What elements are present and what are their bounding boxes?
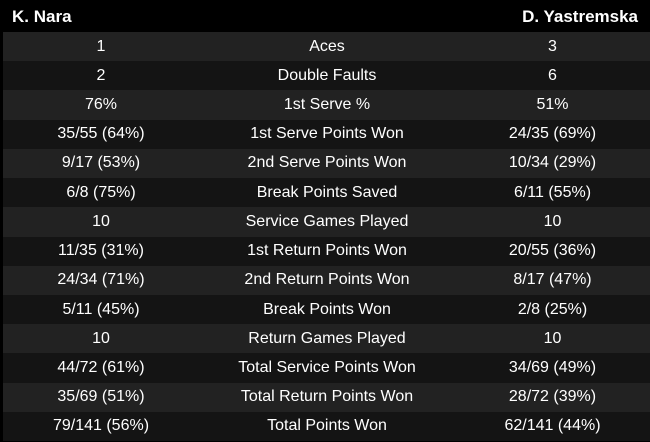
stat-label: Total Service Points Won bbox=[238, 359, 416, 377]
stat-left-value: 24/34 (71%) bbox=[57, 271, 145, 289]
stat-label: Service Games Played bbox=[245, 212, 409, 230]
stat-row-first-serve-pct: 76% 1st Serve % 51% bbox=[3, 90, 650, 120]
players-header: K. Nara D. Yastremska bbox=[0, 0, 650, 32]
stat-right-value: 28/72 (39%) bbox=[508, 388, 597, 406]
stat-label: 1st Return Points Won bbox=[247, 242, 407, 260]
stat-row-first-return-points-won: 11/35 (31%) 1st Return Points Won 20/55 … bbox=[3, 236, 650, 266]
stat-row-total-service-points-won: 44/72 (61%) Total Service Points Won 34/… bbox=[3, 353, 650, 383]
stat-row-break-points-saved: 6/8 (75%) Break Points Saved 6/11 (55%) bbox=[3, 178, 650, 208]
stat-label: 1st Serve Points Won bbox=[250, 125, 404, 143]
stat-row-aces: 1 Aces 3 bbox=[3, 32, 650, 62]
stat-row-first-serve-points-won: 35/55 (64%) 1st Serve Points Won 24/35 (… bbox=[3, 119, 650, 149]
stat-right-value: 10 bbox=[543, 329, 562, 347]
stat-label: Return Games Played bbox=[248, 329, 406, 347]
stat-right-value: 10/34 (29%) bbox=[508, 154, 597, 172]
stat-row-break-points-won: 5/11 (45%) Break Points Won 2/8 (25%) bbox=[3, 294, 650, 325]
stats-table: 1 Aces 3 2 Double Faults 6 76% 1st Serve… bbox=[3, 32, 650, 442]
stat-label: Total Return Points Won bbox=[240, 388, 414, 406]
stat-label: 2nd Return Points Won bbox=[244, 271, 410, 289]
stat-row-service-games-played: 10 Service Games Played 10 bbox=[3, 207, 650, 237]
stat-row-second-serve-points-won: 9/17 (53%) 2nd Serve Points Won 10/34 (2… bbox=[3, 148, 650, 179]
stat-left-value: 10 bbox=[92, 329, 110, 347]
stat-label: 1st Serve % bbox=[283, 96, 371, 114]
stat-left-value: 10 bbox=[92, 212, 110, 230]
stat-right-value: 6/11 (55%) bbox=[513, 183, 592, 201]
stat-label: Double Faults bbox=[277, 66, 377, 84]
stat-right-value: 24/35 (69%) bbox=[508, 125, 597, 143]
player-left-name: K. Nara bbox=[12, 7, 72, 26]
stat-row-double-faults: 2 Double Faults 6 bbox=[3, 61, 650, 91]
stat-right-value: 6 bbox=[548, 66, 557, 84]
stat-row-second-return-points-won: 24/34 (71%) 2nd Return Points Won 8/17 (… bbox=[3, 265, 650, 295]
stat-left-value: 79/141 (56%) bbox=[52, 417, 150, 435]
stat-label: Break Points Saved bbox=[256, 183, 398, 201]
stat-label: 2nd Serve Points Won bbox=[247, 154, 407, 172]
stat-left-value: 5/11 (45%) bbox=[62, 300, 140, 318]
stat-right-value: 62/141 (44%) bbox=[504, 417, 601, 435]
stat-right-value: 3 bbox=[548, 37, 557, 55]
stat-row-total-return-points-won: 35/69 (51%) Total Return Points Won 28/7… bbox=[3, 382, 650, 412]
stat-row-total-points-won: 79/141 (56%) Total Points Won 62/141 (44… bbox=[3, 411, 650, 442]
stat-right-value: 8/17 (47%) bbox=[513, 271, 592, 289]
stat-left-value: 44/72 (61%) bbox=[57, 359, 145, 377]
stat-right-value: 2/8 (25%) bbox=[517, 300, 588, 318]
stat-right-value: 20/55 (36%) bbox=[508, 242, 597, 260]
stat-label: Aces bbox=[309, 37, 345, 55]
stat-right-value: 10 bbox=[543, 212, 562, 230]
stat-left-value: 1 bbox=[96, 37, 106, 55]
stat-row-return-games-played: 10 Return Games Played 10 bbox=[3, 324, 650, 354]
stat-left-value: 6/8 (75%) bbox=[66, 183, 136, 201]
stat-right-value: 51% bbox=[536, 96, 569, 114]
stat-left-value: 35/55 (64%) bbox=[57, 125, 145, 143]
stat-left-value: 35/69 (51%) bbox=[57, 388, 145, 406]
stat-right-value: 34/69 (49%) bbox=[508, 359, 597, 377]
stat-label: Total Points Won bbox=[267, 417, 387, 435]
stat-left-value: 2 bbox=[96, 66, 106, 84]
stat-label: Break Points Won bbox=[263, 300, 391, 318]
stat-left-value: 9/17 (53%) bbox=[61, 154, 141, 172]
stat-left-value: 76% bbox=[84, 96, 118, 114]
player-right-name: D. Yastremska bbox=[522, 7, 638, 26]
stat-left-value: 11/35 (31%) bbox=[58, 242, 144, 260]
